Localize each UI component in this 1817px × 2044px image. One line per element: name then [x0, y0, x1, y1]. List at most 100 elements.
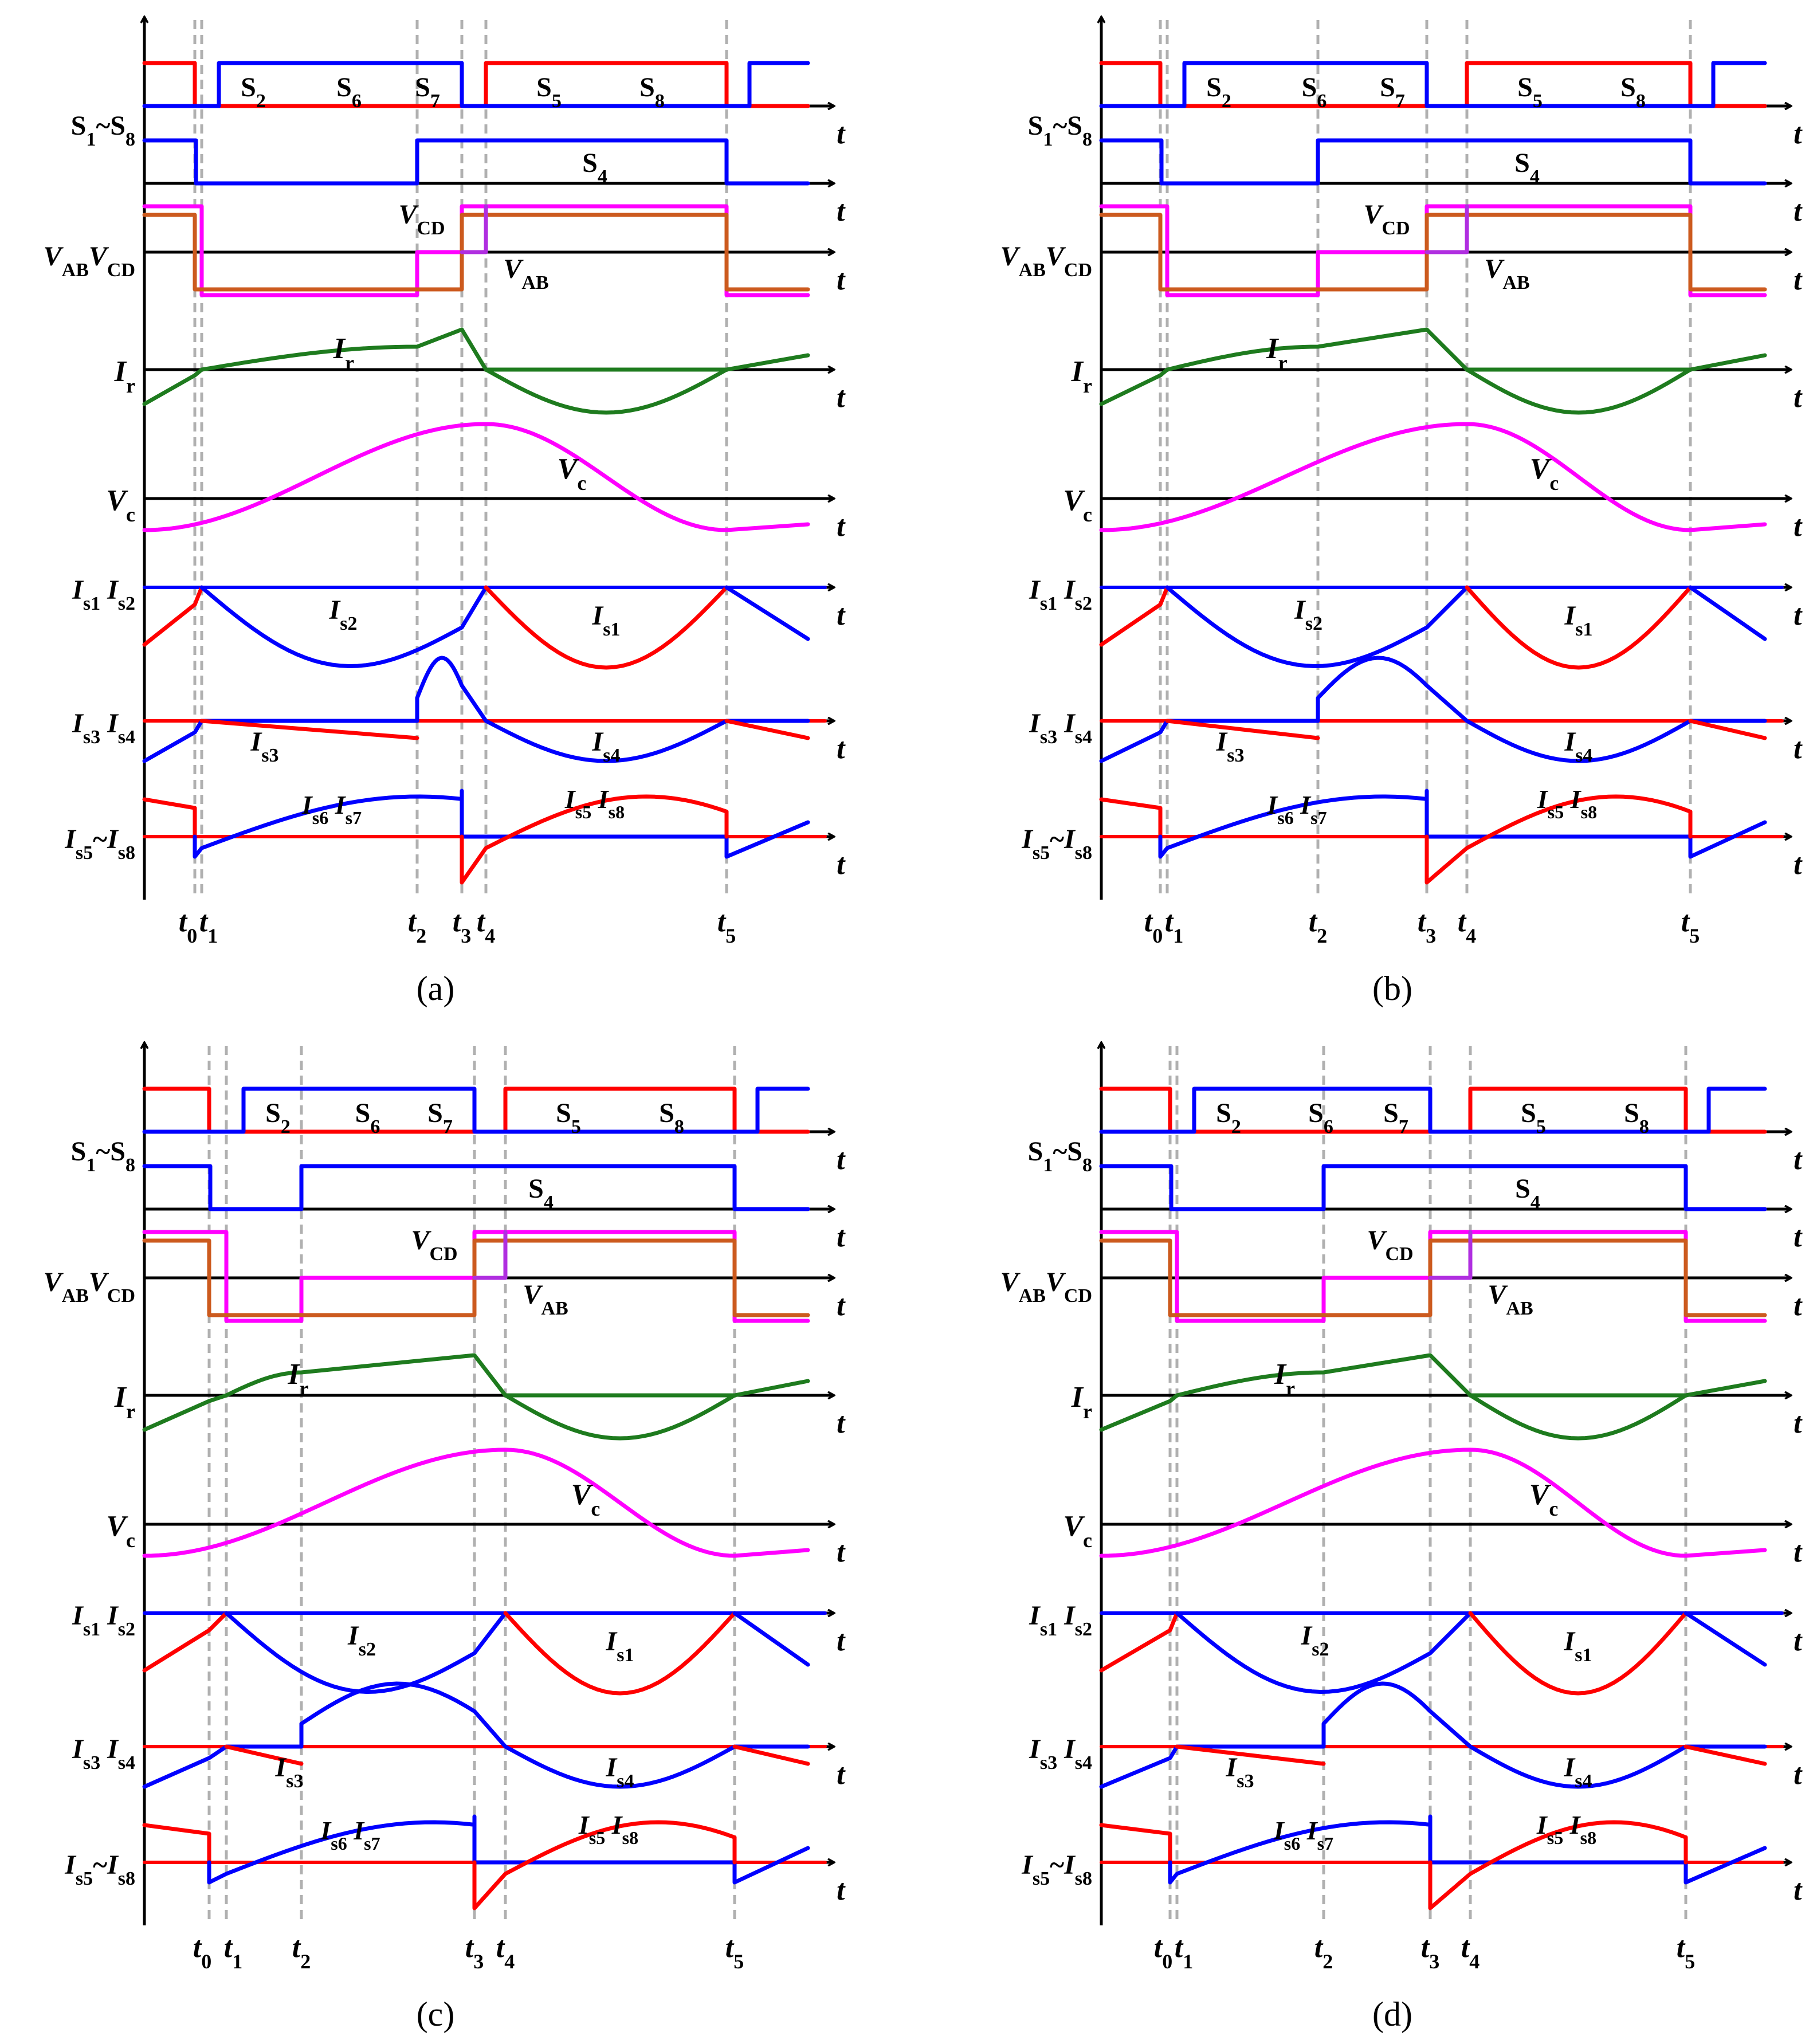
t-symbol: t	[837, 732, 846, 765]
is4-blue-waveform	[1099, 1681, 1767, 1789]
label-is3: Is3	[275, 1752, 304, 1792]
switch-red-s1-s3	[142, 1086, 810, 1134]
label-s7: S7	[1383, 1098, 1408, 1137]
time-label-t5: t5	[1677, 1931, 1695, 1973]
label-vc: Vc	[558, 453, 587, 495]
label-s6: S6	[336, 72, 362, 112]
switch-blue-s4	[142, 1164, 810, 1211]
time-label-t0: t0	[1154, 1931, 1172, 1973]
time-label-t1: t1	[1165, 905, 1183, 947]
panel-caption: (d)	[1372, 1995, 1412, 2033]
label-vcd: VCD	[1367, 1225, 1413, 1265]
time-label-t3: t3	[1421, 1931, 1439, 1973]
label-s5: S5	[1517, 72, 1543, 112]
is3-red-tail	[732, 1744, 810, 1766]
t-symbol: t	[1794, 1874, 1803, 1906]
label-is5-is8: Is5 Is8	[1536, 1810, 1596, 1848]
label-is1: Is1	[1564, 1626, 1592, 1666]
label-s8: S8	[639, 72, 665, 112]
time-label-t3: t3	[465, 1931, 484, 1973]
is3-red-dip	[1175, 1744, 1326, 1766]
switch-blue-s2-s6-s7	[1099, 61, 1767, 108]
vab-pulse	[460, 204, 488, 254]
row-label-ir: Ir	[1071, 355, 1092, 397]
ir-negative-half	[484, 353, 810, 415]
vc-waveform	[142, 1447, 810, 1558]
switch-blue-s2-s6-s7	[142, 1086, 810, 1134]
label-s5: S5	[1521, 1098, 1546, 1137]
t-symbol: t	[837, 848, 846, 881]
row-label-ir: Ir	[1071, 1381, 1092, 1423]
ir-waveform	[142, 327, 729, 406]
is1-red-initial	[142, 1611, 229, 1673]
is2-blue-tail	[1683, 1611, 1767, 1667]
panel-caption: (a)	[417, 970, 455, 1007]
is3-red-tail	[1688, 719, 1767, 740]
row-label-is12: Is1 Is2	[72, 575, 135, 614]
time-label-t3: t3	[453, 905, 471, 947]
label-s6: S6	[1308, 1098, 1333, 1137]
time-label-t2: t2	[1314, 1931, 1333, 1973]
switch-red-s1-s3	[142, 61, 810, 108]
ir-waveform	[1099, 1353, 1688, 1432]
switch-blue-s4	[142, 138, 810, 186]
label-s6: S6	[1302, 72, 1327, 112]
label-s5: S5	[536, 72, 562, 112]
is58-red-initial	[142, 1823, 211, 1865]
label-is6-is7: Is6 Is7	[320, 1816, 380, 1854]
is58-red-initial	[142, 797, 197, 839]
t-symbol: t	[1794, 1758, 1803, 1791]
row-label-is58: Is5~Is8	[1021, 824, 1092, 864]
label-is1: Is1	[1564, 601, 1593, 640]
time-label-t5: t5	[725, 1931, 744, 1973]
time-label-t4: t4	[1461, 1931, 1479, 1973]
label-vab: VAB	[1488, 1280, 1533, 1319]
label-s2: S2	[1216, 1098, 1241, 1137]
t-symbol: t	[837, 510, 846, 543]
label-is4: Is4	[606, 1752, 634, 1792]
time-label-t1: t1	[199, 905, 218, 947]
vc-waveform	[1099, 1447, 1767, 1558]
t-symbol: t	[1794, 732, 1803, 765]
t-symbol: t	[1794, 381, 1803, 414]
label-is6-is7: Is6 Is7	[1273, 1816, 1333, 1854]
label-s2: S2	[241, 72, 266, 112]
label-is3: Is3	[250, 727, 279, 766]
time-label-t4: t4	[477, 905, 495, 947]
row-label-is12: Is1 Is2	[1029, 575, 1092, 614]
label-s8: S8	[1624, 1098, 1649, 1137]
t-symbol: t	[837, 381, 846, 414]
is2-blue-tail	[732, 1611, 810, 1667]
row-label-vc: Vc	[1063, 484, 1092, 526]
switch-red-s1-s3	[1099, 1086, 1767, 1134]
row-label-ir: Ir	[114, 355, 135, 397]
t-symbol: t	[837, 1221, 846, 1253]
row-label-vc: Vc	[106, 1510, 135, 1552]
time-label-t2: t2	[292, 1931, 311, 1973]
t-symbol: t	[1794, 1143, 1803, 1176]
is1-red-initial	[1099, 1611, 1179, 1673]
label-s7: S7	[427, 1098, 453, 1137]
label-is5-is8: Is5 Is8	[1537, 784, 1597, 822]
ir-waveform	[142, 1353, 737, 1432]
time-label-t0: t0	[179, 905, 197, 947]
t-symbol: t	[837, 599, 846, 631]
is67-blue-waveform	[193, 788, 810, 859]
row-label-is34: Is3 Is4	[72, 1734, 135, 1774]
t-symbol: t	[1794, 1221, 1803, 1253]
label-is1: Is1	[592, 601, 621, 640]
label-is6-is7: Is6 Is7	[1266, 790, 1327, 828]
label-vcd: VCD	[398, 199, 445, 239]
is58-red-initial	[1099, 797, 1163, 839]
switch-blue-s4	[1099, 1164, 1767, 1211]
label-s4: S4	[582, 148, 607, 187]
t-symbol: t	[1794, 264, 1803, 296]
ir-negative-half	[1468, 1379, 1767, 1441]
row-label-voltages: VABVCD	[44, 1267, 135, 1307]
t-symbol: t	[837, 117, 846, 150]
label-s8: S8	[1620, 72, 1646, 112]
switch-red-s1-s3	[1099, 61, 1767, 108]
